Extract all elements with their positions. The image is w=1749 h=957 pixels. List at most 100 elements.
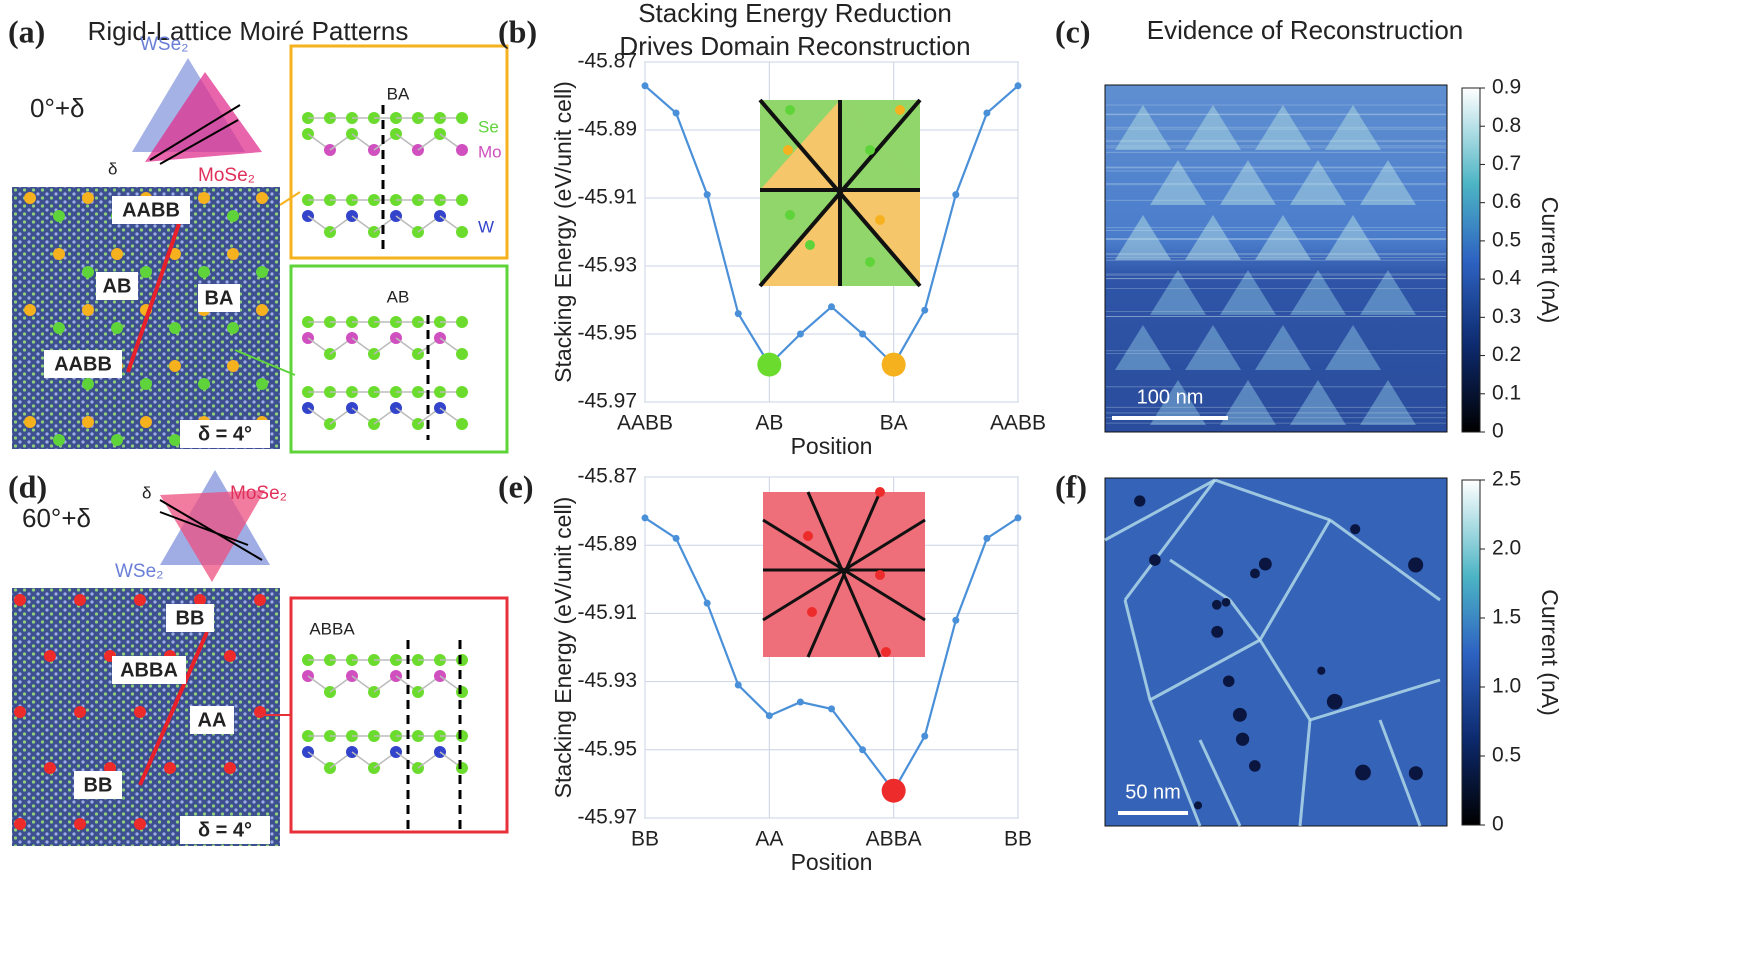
site-dot [111,248,123,260]
panel-title: Rigid-Lattice Moiré Patterns [88,16,409,46]
delta: δ [108,159,117,178]
inset-site [783,145,793,155]
site-dot [169,322,181,334]
inset-site [807,607,817,617]
stm-image [1104,477,1448,827]
label-box [180,816,270,844]
site-dot [224,762,236,774]
atom [456,316,468,328]
domain [1150,270,1206,315]
label-box [180,420,270,448]
triangle [160,490,265,582]
x-tick-label: AABB [617,412,673,435]
layer-label: WSe₂ [140,34,189,55]
inset-map [762,487,926,658]
atom [456,144,468,156]
y-axis-label: Stacking Energy (eV/unit cell) [550,497,576,799]
data-point [952,616,960,624]
label-box [190,706,234,734]
x-tick-label: BA [880,412,908,435]
site-label: AABB [54,353,112,375]
atom [456,386,468,398]
arrow [279,191,301,206]
data-point [703,191,711,199]
domain [1325,215,1381,260]
data-point [703,599,711,607]
defect [1193,801,1203,810]
site-dot [169,434,181,446]
data-point [641,514,649,522]
inset-map [758,98,922,288]
data-point [765,712,773,720]
site-dot [198,378,210,390]
site-dot [256,266,268,278]
domain-wall [1309,678,1441,722]
colorbar-tick-label: 0.6 [1492,190,1521,213]
site-dot [134,818,146,830]
data-point [828,705,835,713]
site-dot [224,650,236,662]
site-dot [111,434,123,446]
data-point [734,681,742,689]
site-dot [74,706,86,718]
layer-label: MoSe₂ [198,165,255,186]
twist-label: δ = 4° [198,423,252,445]
atom-label: Mo [478,142,502,161]
colorbar-tick-label: 0.7 [1492,152,1521,175]
atom [456,730,468,742]
panel-a: (a) Rigid-Lattice Moiré Patterns WSe₂ Mo… [8,13,509,454]
x-axis-label: Position [791,433,873,459]
site-dot [53,210,65,222]
label-box [198,284,240,312]
site-dot [140,266,152,278]
defect [1232,707,1247,722]
atom [456,418,468,430]
data-point [734,310,742,318]
inset-box [289,596,509,834]
domain [1255,215,1311,260]
site-dot [53,434,65,446]
site-label: BA [205,287,234,309]
defect [1258,557,1272,571]
inset-site [881,647,891,657]
site-dot [256,304,268,316]
defect [1149,554,1161,566]
label-box [96,272,138,300]
panel-d: (d) MoSe₂ WSe₂ 60°+δ δ BB ABBA AA BB δ =… [8,468,509,846]
data-point [672,534,680,542]
defect [1408,766,1423,781]
atom [456,654,468,666]
atom [456,194,468,206]
defect [1317,666,1326,675]
colorbar-tick-label: 1.5 [1492,606,1521,629]
site-dot [82,378,94,390]
domain [1255,105,1311,150]
panel-label: (a) [8,13,45,49]
colorbar-tick-label: 0.3 [1492,305,1521,328]
data-point [983,534,991,542]
site-dot [14,818,26,830]
domain-wall [1258,519,1332,641]
site-dot [227,322,239,334]
label-box [112,656,186,684]
y-tick-label: -45.87 [577,50,637,73]
line [138,631,209,786]
domain-wall [1198,739,1242,827]
site-dot [53,248,65,260]
inset-title: ABBA [309,619,355,638]
site-dot [198,266,210,278]
inset-site [875,215,885,225]
site-dot [254,594,266,606]
colorbar-tick-label: 0.9 [1492,76,1521,99]
domain [1115,105,1171,150]
site-dot [74,594,86,606]
domain-wall [1258,639,1312,721]
site-dot [194,594,206,606]
domain [1290,270,1346,315]
atom-label: Se [478,117,499,136]
defect [1408,557,1424,573]
domain-wall [1378,719,1422,827]
lattice [12,588,280,846]
data-point [921,306,929,314]
inset-site [785,105,795,115]
